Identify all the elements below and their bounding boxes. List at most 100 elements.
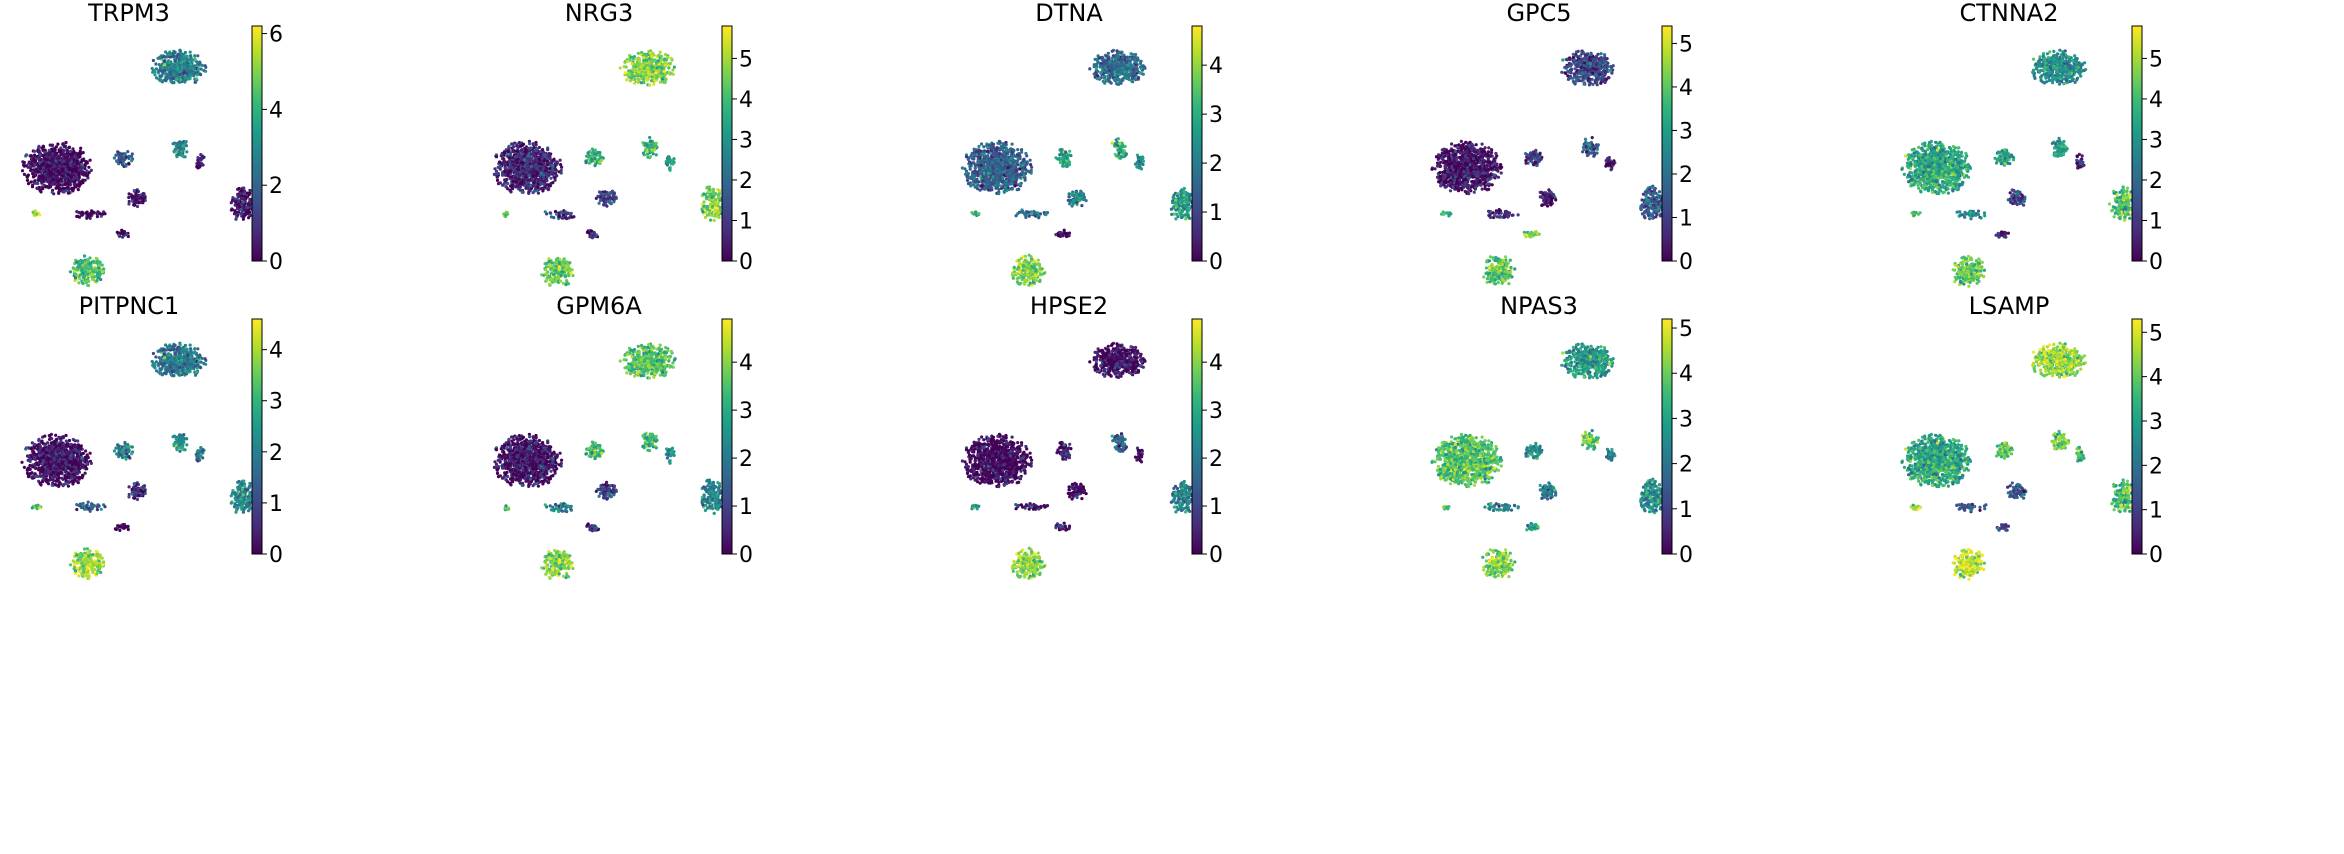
cell-point [29,180,33,184]
cell-point [973,166,977,170]
cell-point [526,154,531,158]
cell-point [552,157,556,161]
cell-point [547,187,551,191]
cell-point [497,160,502,164]
cell-point [177,58,181,62]
cell-point [648,135,652,140]
cell-point [183,50,187,55]
cell-point [239,212,243,216]
cell-point [75,267,79,271]
cell-point [1134,52,1138,57]
cell-point [157,69,161,73]
cell-point [984,187,988,191]
cell-point [545,178,549,182]
cell-point [36,170,41,174]
cell-point [972,161,976,165]
cell-point [153,73,157,77]
cell-point [238,205,242,209]
cell-point [612,192,616,196]
cell-point [187,59,191,64]
cell-point [711,190,716,194]
cell-point [81,158,85,162]
cell-point [1001,175,1005,179]
cell-point [88,216,92,220]
cell-point [50,153,54,157]
cell-point [1028,158,1032,162]
panel-title: DTNA [1035,0,1103,27]
cell-point [61,142,65,146]
cell-point [79,273,83,277]
cell-point [623,71,628,75]
cell-point [643,141,647,145]
cell-point [640,70,644,74]
cell-point [514,180,518,184]
cell-point [158,55,162,59]
cell-point [181,144,185,148]
cell-point [1015,153,1020,157]
cell-point [564,216,568,220]
cell-point [38,166,42,170]
cell-point [1000,166,1004,170]
cell-point [193,57,197,62]
cell-point [1000,152,1004,157]
cell-point [584,161,588,165]
cell-point [141,199,145,203]
cell-point [44,174,48,178]
cell-point [649,155,653,159]
cell-point [175,63,179,68]
cell-point [995,183,999,187]
cell-point [713,214,717,218]
cell-point [77,281,81,285]
cell-point [37,144,41,148]
cell-point [178,72,182,77]
cell-point [153,70,157,74]
cell-point [48,185,53,189]
cell-point [566,264,570,268]
cell-point [171,54,175,58]
cell-point [175,141,179,145]
cell-point [977,152,981,156]
cell-point [644,53,648,58]
cell-point [536,171,540,175]
cell-point [646,155,650,159]
cell-point [77,210,81,215]
cell-point [1001,144,1005,148]
cell-point [59,177,63,182]
cell-point [995,146,999,150]
cell-point [87,266,91,270]
cell-point [564,260,568,264]
cell-point [702,192,706,196]
cell-point [78,276,82,280]
cell-point [172,51,176,55]
cell-point [668,166,672,170]
colorbar [721,25,733,262]
cell-point [977,144,981,148]
cell-point [137,200,141,205]
cell-point [996,141,1000,145]
cell-point [60,183,64,187]
cell-point [702,204,706,208]
cell-point [58,164,62,168]
cell-point [664,52,668,57]
cell-point [977,180,981,184]
cell-point [503,150,507,155]
cell-point [243,212,247,216]
cell-point [57,150,62,154]
cell-point [40,177,44,182]
cell-point [531,142,535,146]
cell-point [609,202,613,206]
cell-point [170,76,174,80]
cell-point [80,259,84,263]
cell-point [717,215,721,220]
cell-point [972,147,976,151]
cell-point [60,171,64,176]
cell-point [83,274,87,278]
cell-point [540,169,544,173]
cell-point [990,186,994,190]
cell-point [997,170,1002,174]
cell-point [62,159,66,163]
cell-point [50,167,55,172]
cell-point [525,185,530,190]
cell-point [1029,171,1033,175]
cell-point [710,195,714,199]
